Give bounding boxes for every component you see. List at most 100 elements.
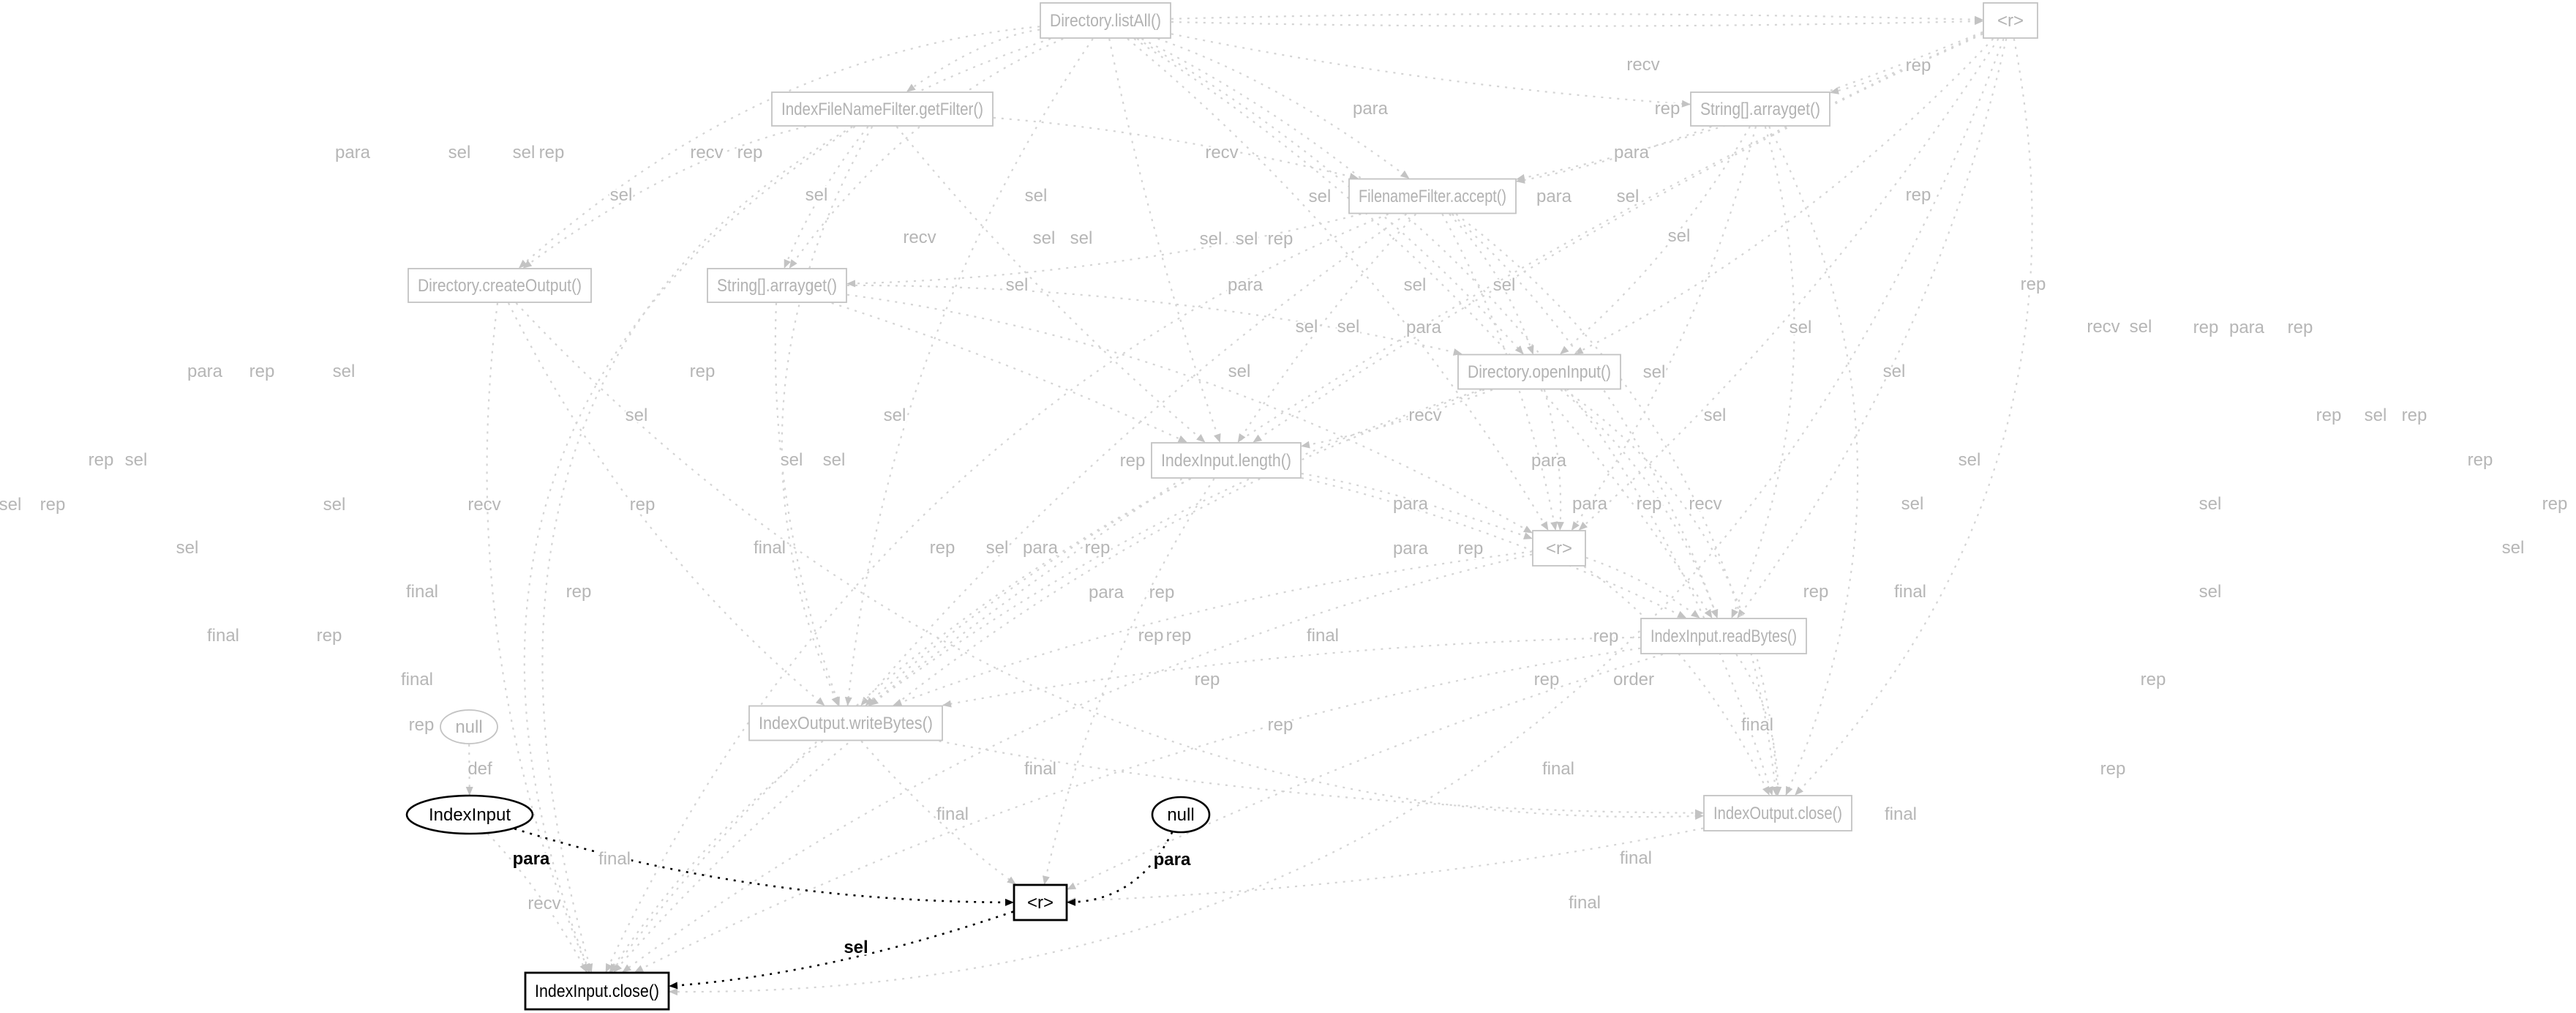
edge-getfilter-length (895, 126, 1206, 443)
edge-label-recv-0: recv (1626, 55, 1659, 75)
edge-label-sel-15: sel (1309, 187, 1332, 206)
edge-label-sel-17: sel (1617, 187, 1640, 206)
node-createoutput[interactable]: Directory.createOutput() (408, 268, 592, 303)
edge-label-para-2: para (1353, 99, 1389, 119)
edge-label-sel-55: sel (125, 450, 148, 470)
edge-label-para-4: para (335, 143, 371, 162)
node-arrayget_l[interactable]: String[].arrayget() (707, 268, 847, 303)
edge-label-sel-25: sel (1668, 226, 1691, 246)
edge-readbytes-r_bot (1067, 653, 1664, 891)
edge-dir_listall-r_mid (1127, 38, 1549, 531)
edge-length-readbytes (1301, 476, 1687, 618)
node-shape-arrayget_l (707, 268, 847, 303)
node-r_bot[interactable]: <r> (1013, 883, 1068, 922)
edge-label-rep-61: rep (2468, 450, 2493, 470)
node-getfilter[interactable]: IndexFileNameFilter.getFilter() (771, 91, 994, 127)
edge-accept-readbytes (1452, 213, 1719, 618)
edge-label-sel-50: sel (1704, 405, 1727, 425)
edge-label-sel-21: sel (1070, 228, 1093, 248)
node-label-arrayget_l: String[].arrayget() (717, 276, 837, 296)
node-arrayget_r[interactable]: String[].arrayget() (1690, 91, 1830, 127)
edge-label-final-109: final (1885, 804, 1917, 824)
node-label-indexinput: IndexInput (429, 805, 511, 825)
node-null_gray[interactable]: null (440, 709, 498, 744)
node-openinput[interactable]: Directory.openInput() (1457, 354, 1621, 390)
edge-label-rep-54: rep (89, 450, 114, 470)
edge-openinput-outclose (1564, 389, 1781, 796)
edge-label-sel-72: sel (2199, 494, 2222, 514)
edge-layer (465, 13, 2033, 995)
edge-r_mid-writebytes (893, 550, 1533, 706)
edge-label-para-59: para (1531, 451, 1567, 471)
edge-dir_listall-arrayget_r (1171, 33, 1691, 108)
edge-label-sel-116: sel (844, 938, 868, 957)
edge-label-order-99: order (1613, 670, 1654, 689)
node-r_top[interactable]: <r> (1983, 2, 2038, 39)
node-inclose[interactable]: IndexInput.close() (524, 971, 670, 1011)
edge-label-rep-81: rep (1458, 539, 1484, 558)
edge-label-rep-24: rep (1268, 229, 1293, 249)
edge-null_gray-indexinput (465, 744, 473, 796)
edge-label-rep-53: rep (2402, 405, 2427, 425)
node-label-length: IndexInput.length() (1161, 451, 1291, 471)
edge-label-rep-102: rep (1268, 715, 1293, 735)
node-shape-accept (1348, 178, 1517, 214)
edge-dir_listall-writebytes (844, 38, 1094, 706)
node-shape-readbytes (1640, 618, 1807, 654)
node-label-readbytes: IndexInput.readBytes() (1651, 627, 1797, 646)
node-shape-r_top (1983, 2, 2038, 39)
edge-label-recv-65: recv (467, 495, 500, 515)
node-null_black[interactable]: null (1151, 796, 1211, 834)
edge-label-sel-23: sel (1236, 229, 1258, 249)
edge-label-sel-56: sel (781, 450, 803, 470)
node-writebytes[interactable]: IndexOutput.writeBytes() (748, 705, 943, 741)
node-shape-inclose (524, 971, 670, 1011)
node-shape-outclose (1703, 795, 1852, 831)
node-label-r_top: <r> (1997, 11, 2024, 31)
edge-label-rep-107: rep (2100, 759, 2126, 779)
node-shape-createoutput (408, 268, 592, 303)
edge-length-r_bot (1042, 478, 1215, 885)
node-label-arrayget_r: String[].arrayget() (1700, 100, 1820, 119)
edge-label-para-110: para (513, 849, 550, 869)
edge-arrayget_l-r_mid (846, 294, 1533, 534)
edge-label-recv-35: recv (2087, 317, 2119, 337)
node-readbytes[interactable]: IndexInput.readBytes() (1640, 618, 1807, 654)
edge-arrayget_l-writebytes (774, 302, 841, 706)
edge-label-para-33: para (1406, 318, 1442, 337)
node-shape-getfilter (771, 91, 994, 127)
node-accept[interactable]: FilenameFilter.accept() (1348, 178, 1517, 214)
edge-dir_listall-r_top (1171, 18, 1983, 27)
node-dir_listall[interactable]: Directory.listAll() (1040, 2, 1171, 39)
node-indexinput[interactable]: IndexInput (405, 794, 534, 835)
edge-length-inclose (610, 478, 1191, 973)
edge-r_top-length (1253, 32, 1983, 443)
edge-label-para-67: para (1393, 494, 1429, 514)
edge-createoutput-inclose (486, 302, 590, 973)
edge-label-sel-28: sel (1404, 275, 1427, 295)
edge-label-para-16: para (1536, 187, 1572, 206)
edge-dir_listall-r_top (1171, 13, 1983, 23)
edge-label-rep-3: rep (1655, 99, 1681, 119)
edge-label-sel-46: sel (1883, 362, 1906, 381)
edge-label-rep-37: rep (2193, 318, 2219, 337)
node-outclose[interactable]: IndexOutput.close() (1703, 795, 1852, 831)
edge-dir_listall-readbytes (1133, 38, 1713, 618)
edge-label-para-85: para (1089, 583, 1124, 602)
edge-label-sel-32: sel (1337, 317, 1360, 337)
edge-label-sel-26: sel (1006, 275, 1029, 295)
edge-label-sel-89: sel (2199, 582, 2222, 602)
edge-label-final-103: final (1741, 715, 1773, 735)
edge-label-final-106: final (1542, 759, 1574, 779)
edge-label-final-115: final (1569, 893, 1601, 913)
edge-label-rep-39: rep (2288, 318, 2313, 337)
node-length[interactable]: IndexInput.length() (1151, 442, 1302, 479)
node-shape-openinput (1457, 354, 1621, 390)
edge-label-sel-29: sel (1493, 275, 1516, 295)
node-label-r_bot: <r> (1027, 893, 1054, 913)
edge-label-rep-43: rep (690, 362, 716, 381)
node-label-null_gray: null (455, 717, 482, 737)
node-r_mid[interactable]: <r> (1532, 530, 1586, 567)
